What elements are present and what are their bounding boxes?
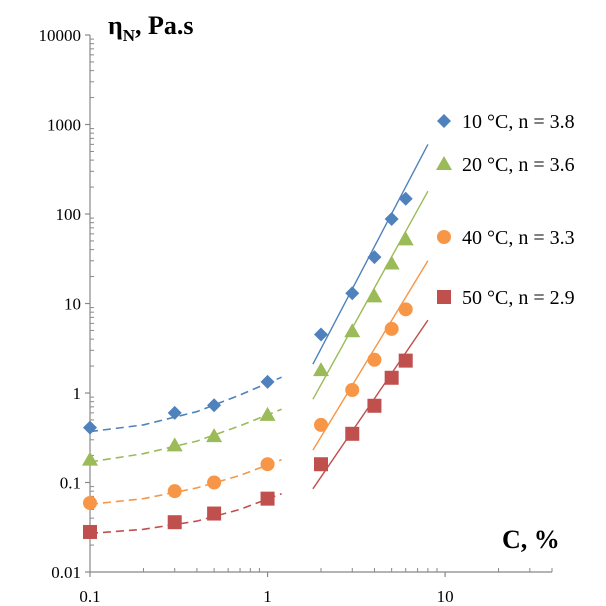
data-point xyxy=(167,484,182,499)
legend-marker xyxy=(437,290,451,304)
dilute-fit-line xyxy=(89,408,282,463)
power-fit-line xyxy=(312,190,429,400)
y-tick-label: 10000 xyxy=(39,26,82,45)
data-points xyxy=(82,191,414,539)
data-point xyxy=(167,405,182,420)
legend-label: 50 °C, n = 2.9 xyxy=(462,287,575,309)
data-point xyxy=(367,250,382,265)
data-point xyxy=(367,398,382,413)
data-point xyxy=(384,321,399,336)
data-point xyxy=(207,398,222,413)
data-point xyxy=(166,437,183,452)
y-tick-label: 1000 xyxy=(47,116,81,135)
y-tick-label: 100 xyxy=(56,205,82,224)
data-point xyxy=(82,451,98,466)
tick-labels: 0.01 0.1 1 10 100 1000 10000 0.1 1 10 xyxy=(39,26,454,606)
y-tick-label: 10 xyxy=(64,295,81,314)
y-tick-label: 1 xyxy=(73,384,82,403)
data-point xyxy=(260,457,275,472)
data-point xyxy=(260,374,275,389)
fit-lines xyxy=(89,144,429,535)
y-tick-label: 0.01 xyxy=(51,563,81,582)
data-point xyxy=(314,327,328,342)
legend-label: 10 °C, n = 3.8 xyxy=(462,111,575,133)
data-point xyxy=(345,383,360,398)
data-point xyxy=(207,506,222,521)
data-point xyxy=(83,524,97,539)
data-point xyxy=(206,428,223,443)
data-point xyxy=(398,302,413,317)
data-point xyxy=(207,475,222,490)
data-point xyxy=(314,417,328,432)
data-point xyxy=(345,426,360,441)
legend-marker xyxy=(437,114,451,128)
x-axis-title: C, % xyxy=(502,525,560,554)
legend-label: 40 °C, n = 3.3 xyxy=(462,227,575,249)
data-point xyxy=(398,353,413,368)
legend-label: 20 °C, n = 3.6 xyxy=(462,154,575,176)
data-point xyxy=(313,362,329,377)
dilute-fit-line xyxy=(89,492,282,535)
y-tick-label: 0.1 xyxy=(60,474,81,493)
legend: 10 °C, n = 3.8 20 °C, n = 3.6 40 °C, n = 3… xyxy=(436,111,575,309)
dilute-fit-line xyxy=(89,376,282,433)
data-point xyxy=(367,352,382,367)
data-point xyxy=(383,255,400,270)
legend-marker xyxy=(436,156,452,170)
y-axis-title-main: η xyxy=(108,11,123,40)
data-point xyxy=(344,323,361,338)
data-point xyxy=(397,231,414,246)
data-point xyxy=(314,457,328,472)
data-point xyxy=(384,370,399,385)
data-point xyxy=(345,286,360,301)
y-axis-title-rest: , Pa.s xyxy=(135,11,194,40)
y-axis-title-sub: N xyxy=(123,26,136,45)
data-point xyxy=(398,191,413,206)
legend-marker xyxy=(437,230,451,244)
data-point xyxy=(366,288,383,303)
data-point xyxy=(167,515,182,530)
data-point xyxy=(83,420,97,435)
dilute-fit-line xyxy=(89,458,282,506)
x-tick-label: 10 xyxy=(437,587,454,606)
y-axis-title: ηN, Pa.s xyxy=(108,11,194,45)
data-point xyxy=(260,491,275,506)
data-point xyxy=(384,211,399,226)
data-point xyxy=(259,406,276,421)
data-point xyxy=(83,496,97,511)
x-tick-label: 1 xyxy=(263,587,272,606)
x-tick-label: 0.1 xyxy=(79,587,100,606)
